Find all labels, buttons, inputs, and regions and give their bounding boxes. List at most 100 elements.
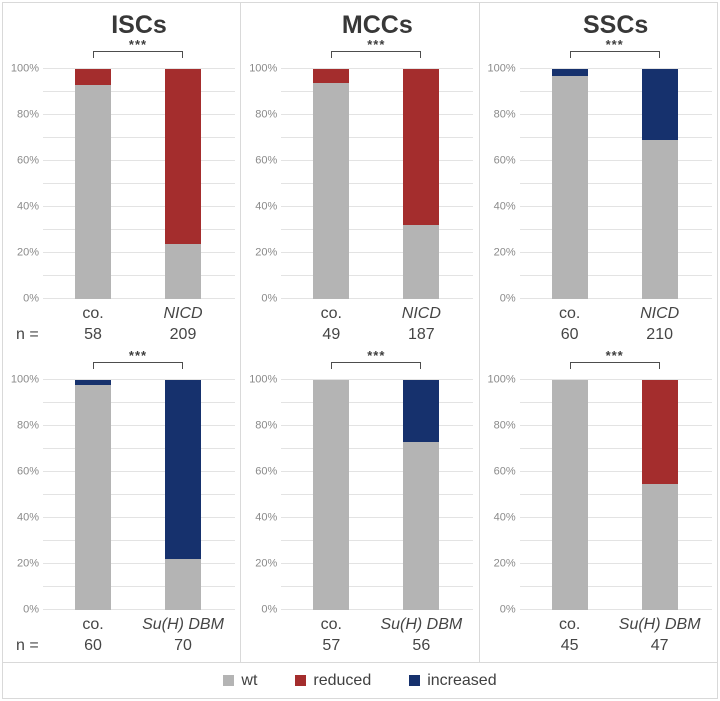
gridline [519,517,712,518]
significance-stars: *** [367,348,386,363]
category-label: NICD [640,305,680,322]
significance-bracket: *** [569,348,660,369]
legend-label-increased: increased [427,671,497,689]
n-value: 57 [322,637,341,654]
category-labels: co. Su(H) DBM [281,616,473,636]
panel-title-mccs: MCCs [341,11,413,39]
stacked-bar [403,380,440,610]
n-value: 210 [646,326,673,343]
category-labels: co. NICD [281,305,473,325]
category-label: Su(H) DBM [142,616,224,633]
legend-label-reduced: reduced [313,671,372,689]
bar-segment-wt [641,483,678,610]
category-label: co. [558,616,581,633]
chart-mccs-suh-dbm: *** 0% 20% 40% 60% 80% 100% co. Su(H) DBM 57 56 [241,348,478,657]
significance-bracket: *** [569,37,660,58]
n-value: 56 [412,637,431,654]
bar-segment-increased [165,380,201,560]
gridline [281,494,474,495]
gridline [43,206,235,207]
bar-segment-increased [75,380,111,385]
gridline [281,517,474,518]
gridline [519,275,712,276]
bar-segment-wt [403,442,440,610]
category-label: Su(H) DBM [618,616,701,633]
category-label: co. [558,305,581,322]
y-axis-tick-label: 0% [23,603,39,616]
y-axis-tick-label: 100% [10,373,39,386]
bar-segment-reduced [75,69,111,86]
n-row: n = 60 70 [16,637,235,657]
category-label: NICD [401,305,441,322]
gridline [519,298,712,299]
gridline [281,402,474,403]
gridline [43,379,235,380]
y-axis-tick-label: 0% [499,292,516,305]
stacked-bar [551,380,588,610]
significance-bracket: *** [331,37,422,58]
n-value: 60 [84,637,102,654]
bar-segment-reduced [165,69,201,244]
n-row: 60 210 [520,326,712,346]
gridline [519,402,712,403]
y-axis-tick-label: 60% [255,154,278,167]
panel-title-iscs: ISCs [111,11,167,39]
chart-grid: ISCs *** 0% 20% 40% 60% 80% 100% co. NICD n = 58 20… [3,3,717,664]
gridline [43,540,235,541]
gridline [281,275,474,276]
legend-swatch-wt [223,675,235,686]
chart-mccs-nicd: *** 0% 20% 40% 60% 80% 100% co. NICD 49 187 [241,37,478,346]
gridline [519,379,712,380]
gridline [281,448,474,449]
gridline [281,471,474,472]
significance-bracket: *** [93,37,183,58]
bar-segment-wt [75,384,111,610]
bar-segment-increased [403,380,440,443]
n-equals-label: n = [16,326,39,343]
n-row: n = 58 209 [16,326,235,346]
bar-segment-increased [551,69,588,76]
y-axis-tick-label: 40% [255,511,278,524]
gridline [281,229,474,230]
y-axis-tick-label: 40% [16,511,39,524]
stacked-bar [313,69,350,299]
y-axis-tick-label: 60% [16,465,39,478]
y-axis-tick-label: 40% [255,200,278,213]
gridline [43,275,235,276]
gridline [519,229,712,230]
plot-area: 0% 20% 40% 60% 80% 100% [11,63,235,304]
gridline [519,586,712,587]
y-axis-tick-label: 80% [255,108,278,121]
y-axis-tick-label: 100% [249,373,278,386]
bar-segment-wt [641,140,678,299]
y-axis-tick-label: 60% [255,465,278,478]
gridline [281,252,474,253]
bar-segment-reduced [403,69,440,226]
n-row: 49 187 [281,326,473,346]
stacked-bar [403,69,440,299]
gridline [281,114,474,115]
y-axis-tick-label: 80% [16,419,39,432]
gridline [519,91,712,92]
y-axis-tick-label: 100% [487,373,516,386]
significance-bracket: *** [93,348,183,369]
bar-segment-wt [551,75,588,299]
bar-segment-wt [75,85,111,299]
gridline [281,379,474,380]
y-axis-tick-label: 0% [261,603,278,616]
y-axis-tick-label: 20% [16,557,39,570]
y-axis-tick-label: 0% [23,292,39,305]
n-row: 57 56 [281,637,473,657]
bar-segment-wt [551,380,588,610]
gridline [281,206,474,207]
category-label: co. [82,616,104,633]
significance-bracket: *** [331,348,422,369]
panel-sscs: SSCs *** 0% 20% 40% 60% 80% 100% co. NICD 60 210 *… [480,3,717,664]
gridline [519,471,712,472]
y-axis-tick-label: 40% [16,200,39,213]
significance-stars: *** [605,348,624,363]
gridline [43,68,235,69]
y-axis-tick-label: 20% [493,246,516,259]
gridline [519,206,712,207]
gridline [281,68,474,69]
